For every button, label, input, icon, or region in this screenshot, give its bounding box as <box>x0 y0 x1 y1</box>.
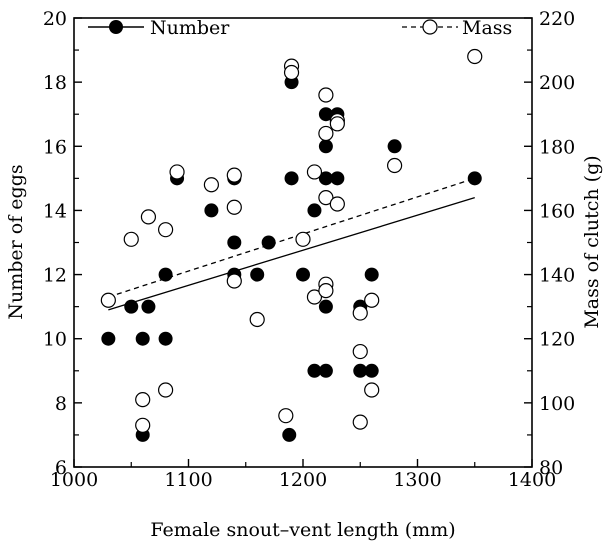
y-right-tick-label: 160 <box>539 200 575 222</box>
y-left-tick-label: 6 <box>55 457 67 479</box>
number-point <box>318 107 333 122</box>
mass-point <box>364 382 380 398</box>
mass-point <box>306 289 323 305</box>
y-right-axis-title: Mass of clutch (g) <box>581 155 603 328</box>
mass-point <box>158 222 174 238</box>
legend-number-label: Number <box>150 17 230 39</box>
number-point <box>330 171 345 186</box>
x-tick-label: 1000 <box>50 469 98 491</box>
mass-point <box>226 273 242 289</box>
number-point <box>158 331 173 346</box>
x-tick-label: 1300 <box>393 469 441 491</box>
y-left-tick-label: 12 <box>43 265 67 287</box>
number-point <box>227 235 242 250</box>
trend-layer <box>108 177 475 311</box>
x-tick-label: 1400 <box>508 469 556 491</box>
mass-point <box>226 167 242 183</box>
legend-mass-label: Mass <box>462 17 512 39</box>
mass-point <box>100 292 116 308</box>
y-left-tick-label: 20 <box>43 8 67 30</box>
number-point <box>307 363 322 378</box>
number-point <box>101 331 116 346</box>
mass-point <box>278 408 294 424</box>
mass-point <box>169 164 185 180</box>
number-point <box>353 363 368 378</box>
number-point <box>296 267 310 282</box>
y-right-tick-label: 220 <box>539 8 575 30</box>
mass-point <box>352 414 368 430</box>
mass-point <box>295 231 311 247</box>
mass-point <box>135 392 151 408</box>
number-point <box>141 299 156 314</box>
mass-point <box>226 199 242 215</box>
y-left-axis-title: Number of eggs <box>5 164 27 319</box>
x-tick-label: 1200 <box>279 469 327 491</box>
y-left-tick-label: 14 <box>43 200 67 222</box>
y-left-tick-label: 10 <box>43 329 67 351</box>
number-point <box>318 299 333 314</box>
mass-point <box>318 190 334 206</box>
y-left-tick-label: 18 <box>43 72 67 94</box>
number-trend-line <box>108 196 475 311</box>
x-axis-title: Female snout–vent length (mm) <box>150 519 455 541</box>
legend: Number Mass <box>88 17 512 39</box>
mass-point <box>283 64 300 81</box>
mass-point <box>329 116 345 132</box>
number-point <box>284 171 299 186</box>
mass-point <box>387 157 403 174</box>
number-point <box>307 203 322 218</box>
number-point <box>387 139 402 154</box>
y-right-tick-label: 180 <box>539 136 575 158</box>
number-point <box>124 299 139 314</box>
y-right-tick-label: 120 <box>539 329 575 351</box>
legend-mass-marker <box>422 19 438 35</box>
mass-point <box>318 283 334 299</box>
number-point <box>318 363 333 378</box>
mass-point <box>140 209 157 225</box>
mass-point <box>329 196 345 212</box>
mass-point <box>318 87 334 103</box>
legend-number-marker <box>109 20 123 34</box>
mass-point <box>352 343 368 360</box>
number-point <box>364 363 379 378</box>
mass-point <box>135 417 151 433</box>
y-left-tick-label: 8 <box>55 393 67 415</box>
mass-point <box>318 125 334 142</box>
number-point <box>158 267 173 282</box>
mass-point <box>203 177 219 193</box>
mass-point <box>352 305 368 321</box>
y-right-tick-label: 200 <box>539 72 575 94</box>
number-point <box>318 139 333 154</box>
number-point <box>364 267 379 282</box>
y-right-tick-label: 100 <box>539 393 575 415</box>
y-left-tick-label: 16 <box>43 136 67 158</box>
mass-point <box>249 311 265 328</box>
x-tick-label: 1100 <box>164 469 212 491</box>
mass-point <box>158 382 174 398</box>
number-point <box>467 171 482 186</box>
mass-point <box>306 164 323 180</box>
y-right-tick-label: 140 <box>539 265 575 287</box>
points-layer <box>100 48 483 442</box>
mass-point <box>467 48 483 65</box>
number-point <box>282 427 297 442</box>
axes-layer: 1000 1100 1200 1300 1400 6 8 10 12 14 16 18 20 80 100 1… <box>43 8 575 491</box>
number-point <box>204 203 219 218</box>
number-point <box>135 331 150 346</box>
mass-point <box>364 292 380 308</box>
number-point <box>261 235 276 250</box>
y-right-tick-label: 80 <box>539 457 563 479</box>
mass-point <box>123 231 139 247</box>
number-point <box>250 267 265 282</box>
number-point <box>318 171 333 186</box>
